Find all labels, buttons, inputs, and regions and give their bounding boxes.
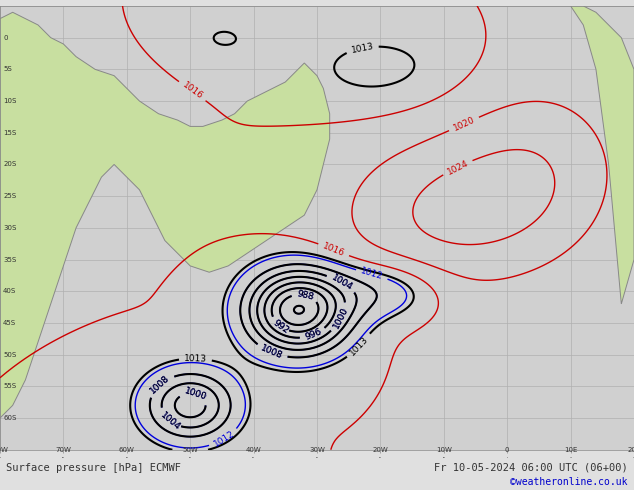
Text: 1013: 1013 <box>348 334 370 357</box>
Text: 25S: 25S <box>3 193 16 199</box>
Text: 20E: 20E <box>628 446 634 453</box>
Text: 40S: 40S <box>3 288 16 294</box>
Text: 35S: 35S <box>3 257 16 263</box>
Text: 20W: 20W <box>373 446 388 453</box>
Text: 40W: 40W <box>246 446 261 453</box>
Text: 50S: 50S <box>3 352 16 358</box>
Text: 1000: 1000 <box>332 305 350 330</box>
Text: 1004: 1004 <box>330 273 354 292</box>
Text: 1013: 1013 <box>350 41 375 55</box>
Text: 1008: 1008 <box>148 373 172 395</box>
Text: 988: 988 <box>295 289 314 301</box>
Text: 1004: 1004 <box>158 410 182 432</box>
Text: 5S: 5S <box>3 66 12 73</box>
Text: ©weatheronline.co.uk: ©weatheronline.co.uk <box>510 477 628 487</box>
Text: 10S: 10S <box>3 98 16 104</box>
Text: 50W: 50W <box>183 446 198 453</box>
Text: 45S: 45S <box>3 320 16 326</box>
Text: 30W: 30W <box>309 446 325 453</box>
Text: 1012: 1012 <box>359 267 384 282</box>
Text: 1004: 1004 <box>330 273 354 292</box>
Text: 1008: 1008 <box>259 344 284 361</box>
Text: 1008: 1008 <box>259 344 284 361</box>
Text: 80W: 80W <box>0 446 8 453</box>
Text: 20S: 20S <box>3 161 16 168</box>
Text: 1020: 1020 <box>451 115 476 133</box>
Text: 992: 992 <box>271 318 291 336</box>
Text: Fr 10-05-2024 06:00 UTC (06+00): Fr 10-05-2024 06:00 UTC (06+00) <box>434 463 628 473</box>
Text: 1008: 1008 <box>148 373 172 395</box>
Text: 30S: 30S <box>3 225 16 231</box>
Text: 996: 996 <box>303 327 323 343</box>
Text: 988: 988 <box>295 289 314 301</box>
Text: 0: 0 <box>3 35 8 41</box>
Text: 10E: 10E <box>564 446 578 453</box>
Text: 1000: 1000 <box>183 386 208 402</box>
Text: 1004: 1004 <box>158 410 182 432</box>
Text: 10W: 10W <box>436 446 452 453</box>
Text: 1000: 1000 <box>183 386 208 402</box>
Text: 15S: 15S <box>3 130 16 136</box>
Text: 60S: 60S <box>3 415 16 421</box>
Text: 1016: 1016 <box>180 81 204 101</box>
Text: 55S: 55S <box>3 383 16 390</box>
Text: 996: 996 <box>303 327 323 343</box>
Polygon shape <box>571 6 634 304</box>
Text: 1016: 1016 <box>321 241 346 258</box>
Polygon shape <box>0 12 330 418</box>
Text: 1000: 1000 <box>332 305 350 330</box>
Text: 1024: 1024 <box>446 158 470 176</box>
Text: 1012: 1012 <box>212 429 236 449</box>
Text: 0: 0 <box>505 446 510 453</box>
Text: Surface pressure [hPa] ECMWF: Surface pressure [hPa] ECMWF <box>6 463 181 473</box>
Text: 70W: 70W <box>55 446 72 453</box>
Text: 992: 992 <box>271 318 291 336</box>
Text: 60W: 60W <box>119 446 135 453</box>
Text: 1013: 1013 <box>184 354 207 364</box>
